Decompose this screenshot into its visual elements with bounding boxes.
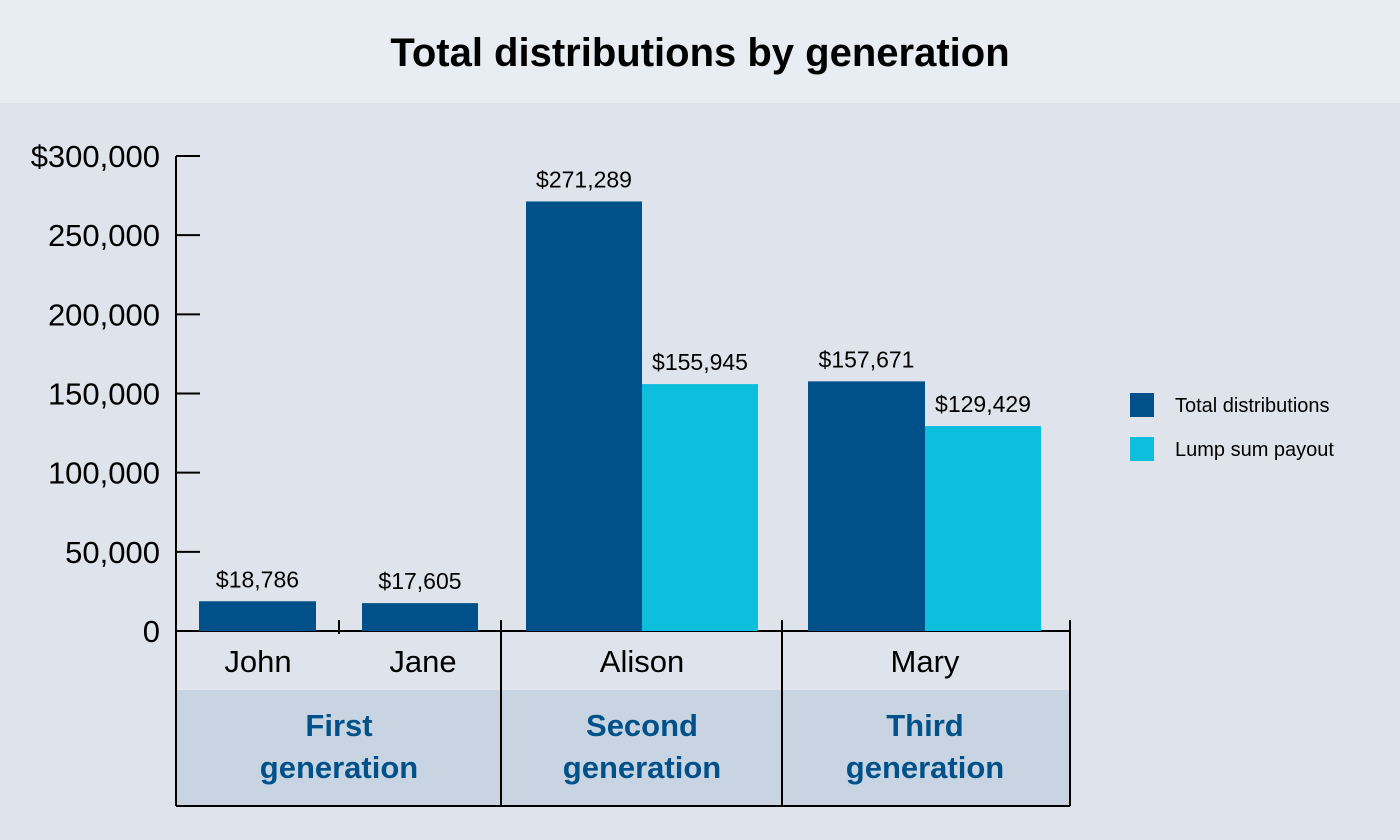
y-tick-label: 50,000 bbox=[65, 535, 160, 570]
data-label: $157,671 bbox=[819, 346, 915, 372]
group-label: Third bbox=[886, 708, 964, 743]
data-label: $17,605 bbox=[378, 568, 461, 594]
bar-lump-sum-payout bbox=[925, 426, 1041, 631]
category-label: Mary bbox=[891, 644, 960, 679]
y-tick-label: 250,000 bbox=[48, 218, 160, 253]
group-label: First bbox=[305, 708, 372, 743]
bar-total-distributions bbox=[526, 201, 642, 631]
bar-total-distributions bbox=[808, 381, 925, 631]
y-tick-label: 100,000 bbox=[48, 456, 160, 491]
title-band bbox=[0, 0, 1400, 103]
group-label: Second bbox=[586, 708, 698, 743]
y-tick-label: 150,000 bbox=[48, 377, 160, 412]
generation-band bbox=[176, 690, 1070, 806]
y-tick-label: 0 bbox=[143, 614, 160, 649]
data-label: $18,786 bbox=[216, 566, 299, 592]
group-label: generation bbox=[846, 750, 1004, 785]
bar-lump-sum-payout bbox=[642, 384, 758, 631]
y-tick-label: 200,000 bbox=[48, 297, 160, 332]
group-label: generation bbox=[260, 750, 418, 785]
legend-swatch bbox=[1130, 393, 1154, 417]
data-label: $129,429 bbox=[935, 391, 1031, 417]
group-label: generation bbox=[563, 750, 721, 785]
bar-total-distributions bbox=[199, 601, 316, 631]
legend-label: Total distributions bbox=[1175, 395, 1330, 417]
legend-label: Lump sum payout bbox=[1175, 439, 1334, 461]
data-label: $155,945 bbox=[652, 349, 748, 375]
category-label: John bbox=[224, 644, 291, 679]
data-label: $271,289 bbox=[536, 166, 632, 192]
bar-total-distributions bbox=[362, 603, 478, 631]
category-label: Jane bbox=[389, 644, 456, 679]
y-tick-label: $300,000 bbox=[31, 139, 160, 174]
legend-swatch bbox=[1130, 437, 1154, 461]
category-label: Alison bbox=[600, 644, 684, 679]
chart-title: Total distributions by generation bbox=[390, 31, 1009, 75]
